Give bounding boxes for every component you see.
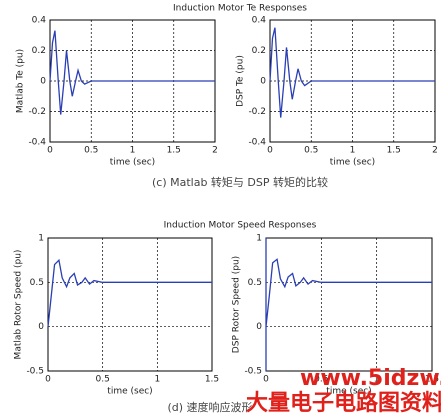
plot-frame [265, 237, 433, 372]
x-tick-label: 0.5 [304, 146, 318, 156]
x-tick-label: 0.5 [84, 146, 98, 156]
caption: (d) 速度响应波形 [167, 400, 252, 414]
y-axis-label: Matlab Te (pu) [16, 49, 26, 113]
x-tick-label: 1 [130, 146, 136, 156]
x-tick-label: 1.5 [167, 146, 181, 156]
x-tick-label: 0.5 [314, 375, 328, 385]
y-tick-label: -0.5 [244, 367, 262, 377]
watermark-url: www.5idzw.com [300, 366, 441, 391]
y-axis-label: Matlab Rotor Speed (pu) [14, 250, 24, 360]
y-tick-label: -0.2 [28, 107, 46, 117]
y-tick-label: -0.4 [248, 138, 266, 148]
x-axis-label: time (sec) [330, 158, 375, 168]
chart-title: Induction Motor Speed Responses [164, 221, 317, 231]
x-tick-label: 1.5 [425, 375, 439, 385]
y-tick-label: 0.5 [248, 278, 262, 288]
y-tick-label: 0.2 [252, 46, 266, 56]
x-tick-label: 2 [432, 146, 438, 156]
y-axis-label: DSP Te (pu) [236, 55, 246, 107]
y-tick-label: 0 [40, 77, 46, 87]
y-tick-label: 0.4 [252, 16, 267, 26]
data-line [49, 30, 215, 115]
y-tick-label: 0.4 [32, 16, 47, 26]
y-tick-label: 0.2 [32, 46, 46, 56]
caption: (c) Matlab 转矩与 DSP 转矩的比较 [152, 175, 328, 189]
x-tick-label: 1 [154, 375, 160, 385]
x-axis-label: time (sec) [326, 387, 371, 397]
chart-title: Induction Motor Te Responses [173, 4, 307, 14]
y-tick-label: 0 [256, 322, 262, 332]
y-tick-label: -0.5 [26, 367, 44, 377]
y-tick-label: 0 [260, 77, 266, 87]
x-tick-label: 0 [263, 375, 269, 385]
x-tick-label: 0.5 [96, 375, 110, 385]
x-tick-label: 0 [47, 146, 53, 156]
data-line [47, 258, 212, 327]
watermark-text: 大量电子电路图资料 [246, 390, 441, 416]
data-line [265, 238, 432, 371]
x-tick-label: 1 [374, 375, 380, 385]
x-tick-label: 0 [45, 375, 51, 385]
x-axis-label: time (sec) [107, 387, 152, 397]
y-tick-label: 0.5 [30, 278, 44, 288]
data-line [269, 27, 435, 118]
y-tick-label: 1 [256, 234, 262, 244]
x-tick-label: 0 [267, 146, 273, 156]
y-tick-label: -0.4 [28, 138, 46, 148]
x-tick-label: 1 [350, 146, 356, 156]
y-tick-label: 1 [38, 234, 44, 244]
x-axis-label: time (sec) [110, 158, 155, 168]
plot-frame [47, 237, 213, 372]
y-tick-label: 0 [38, 322, 44, 332]
x-tick-label: 1.5 [205, 375, 219, 385]
x-tick-label: 1.5 [387, 146, 401, 156]
y-axis-label: DSP Rotor Speed (pu) [232, 256, 242, 353]
y-tick-label: -0.2 [248, 107, 266, 117]
x-tick-label: 2 [212, 146, 218, 156]
